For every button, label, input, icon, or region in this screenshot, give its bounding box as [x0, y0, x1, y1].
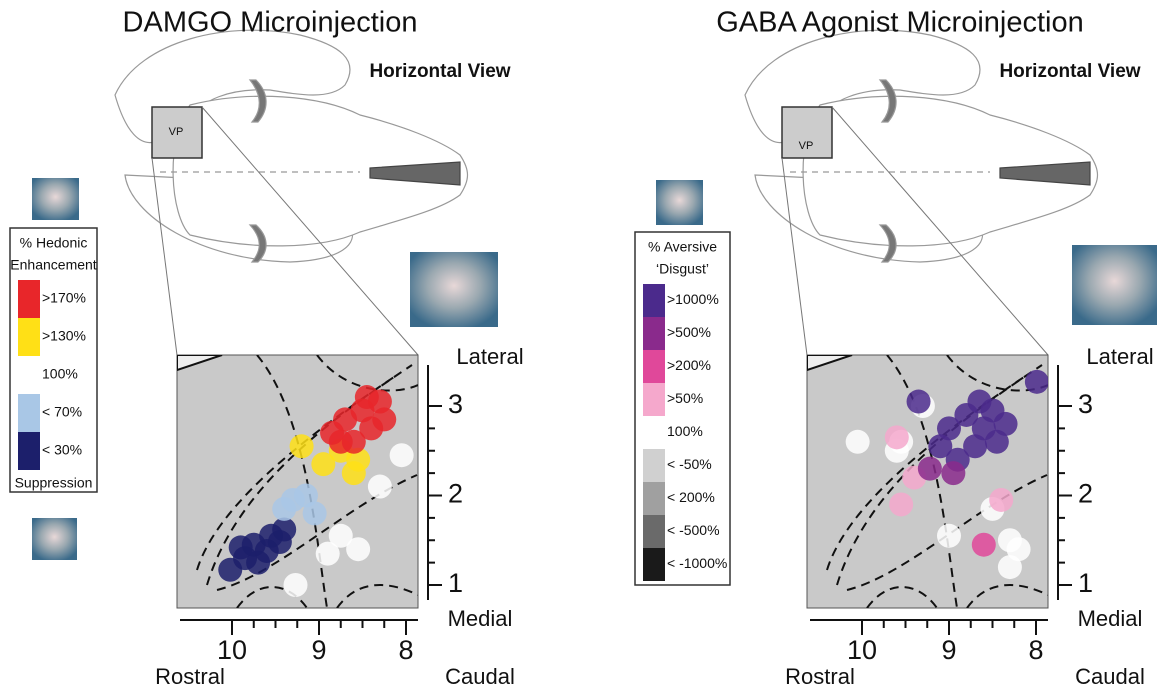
injection-site [937, 524, 961, 548]
injection-site [885, 425, 909, 449]
view-label: Horizontal View [369, 61, 510, 82]
x-tick-label: 8 [398, 635, 413, 665]
legend-label: 100% [42, 366, 78, 382]
injection-site [346, 537, 370, 561]
legend-subtitle: ‘Disgust’ [656, 261, 709, 277]
injection-site [316, 542, 340, 566]
axis-label: Lateral [1086, 344, 1153, 369]
inset-label: VP [169, 126, 184, 138]
legend-swatch [643, 548, 665, 581]
axis-label: Medial [448, 606, 513, 631]
legend-label: < 200% [667, 489, 715, 505]
injection-site [941, 461, 965, 485]
legend-subtitle: Enhancement [10, 257, 97, 273]
injection-site [989, 488, 1013, 512]
view-label: Horizontal View [999, 61, 1140, 82]
axis-label: Medial [1078, 606, 1143, 631]
legend-label: >1000% [667, 291, 719, 307]
legend-label: >50% [667, 390, 703, 406]
legend-label: 100% [667, 423, 703, 439]
axis-label: Rostral [155, 664, 225, 689]
injection-site [355, 385, 379, 409]
injection-site [272, 518, 296, 542]
y-tick-label: 3 [448, 389, 463, 419]
panel-title: DAMGO Microinjection [123, 7, 418, 39]
legend-swatch [643, 416, 665, 449]
y-tick-label: 2 [448, 479, 463, 509]
axis-label: Rostral [785, 664, 855, 689]
inset-label: VP [799, 140, 814, 152]
legend-swatch [643, 515, 665, 548]
y-tick-label: 3 [1078, 389, 1093, 419]
legend-swatch [643, 317, 665, 350]
injection-site [994, 412, 1018, 436]
legend-swatch [643, 383, 665, 416]
injection-site [972, 533, 996, 557]
legend-swatch [18, 394, 40, 432]
injection-site [846, 430, 870, 454]
photo [656, 180, 703, 225]
legend-swatch [18, 280, 40, 318]
injection-site [390, 443, 414, 467]
y-tick-label: 1 [1078, 568, 1093, 598]
injection-site [907, 390, 931, 414]
x-tick-label: 8 [1028, 635, 1043, 665]
y-tick-label: 1 [448, 568, 463, 598]
injection-site [1025, 370, 1049, 394]
injection-site [889, 492, 913, 516]
injection-site [290, 434, 314, 458]
axis-label: Caudal [1075, 664, 1145, 689]
panel-title: GABA Agonist Microinjection [716, 7, 1084, 39]
x-tick-label: 9 [941, 635, 956, 665]
legend-label: < -50% [667, 456, 712, 472]
legend-swatch [643, 449, 665, 482]
axis-label: Lateral [456, 344, 523, 369]
injection-site [967, 390, 991, 414]
legend-title: % Aversive [648, 239, 717, 255]
legend-swatch [18, 356, 40, 394]
injection-site [329, 430, 353, 454]
y-tick-label: 2 [1078, 479, 1093, 509]
legend-label: < -1000% [667, 555, 727, 571]
photo [32, 178, 79, 220]
legend-label: < -500% [667, 522, 720, 538]
injection-site [918, 457, 942, 481]
legend-label: < 30% [42, 442, 82, 458]
legend-swatch [18, 432, 40, 470]
legend-label: < 70% [42, 404, 82, 420]
legend-label: >130% [42, 328, 86, 344]
legend-label: >170% [42, 290, 86, 306]
injection-site [284, 573, 308, 597]
photo [410, 252, 498, 327]
axis-label: Caudal [445, 664, 515, 689]
legend-swatch [643, 350, 665, 383]
injection-site [368, 475, 392, 499]
photo [1072, 245, 1157, 325]
legend-label: >200% [667, 357, 711, 373]
photo [32, 518, 77, 560]
legend-swatch [18, 318, 40, 356]
injection-site [372, 407, 396, 431]
x-tick-label: 10 [847, 635, 877, 665]
injection-site [998, 555, 1022, 579]
x-tick-label: 10 [217, 635, 247, 665]
legend-label: >500% [667, 324, 711, 340]
injection-site [303, 501, 327, 525]
legend-swatch [643, 284, 665, 317]
legend-swatch [643, 482, 665, 515]
injection-site [229, 535, 253, 559]
figure: DAMGO Microinjection Horizontal View VP 1 2 3… [0, 0, 1173, 692]
x-tick-label: 9 [311, 635, 326, 665]
legend-title: % Hedonic [20, 235, 88, 251]
legend-footer: Suppression [15, 475, 93, 491]
